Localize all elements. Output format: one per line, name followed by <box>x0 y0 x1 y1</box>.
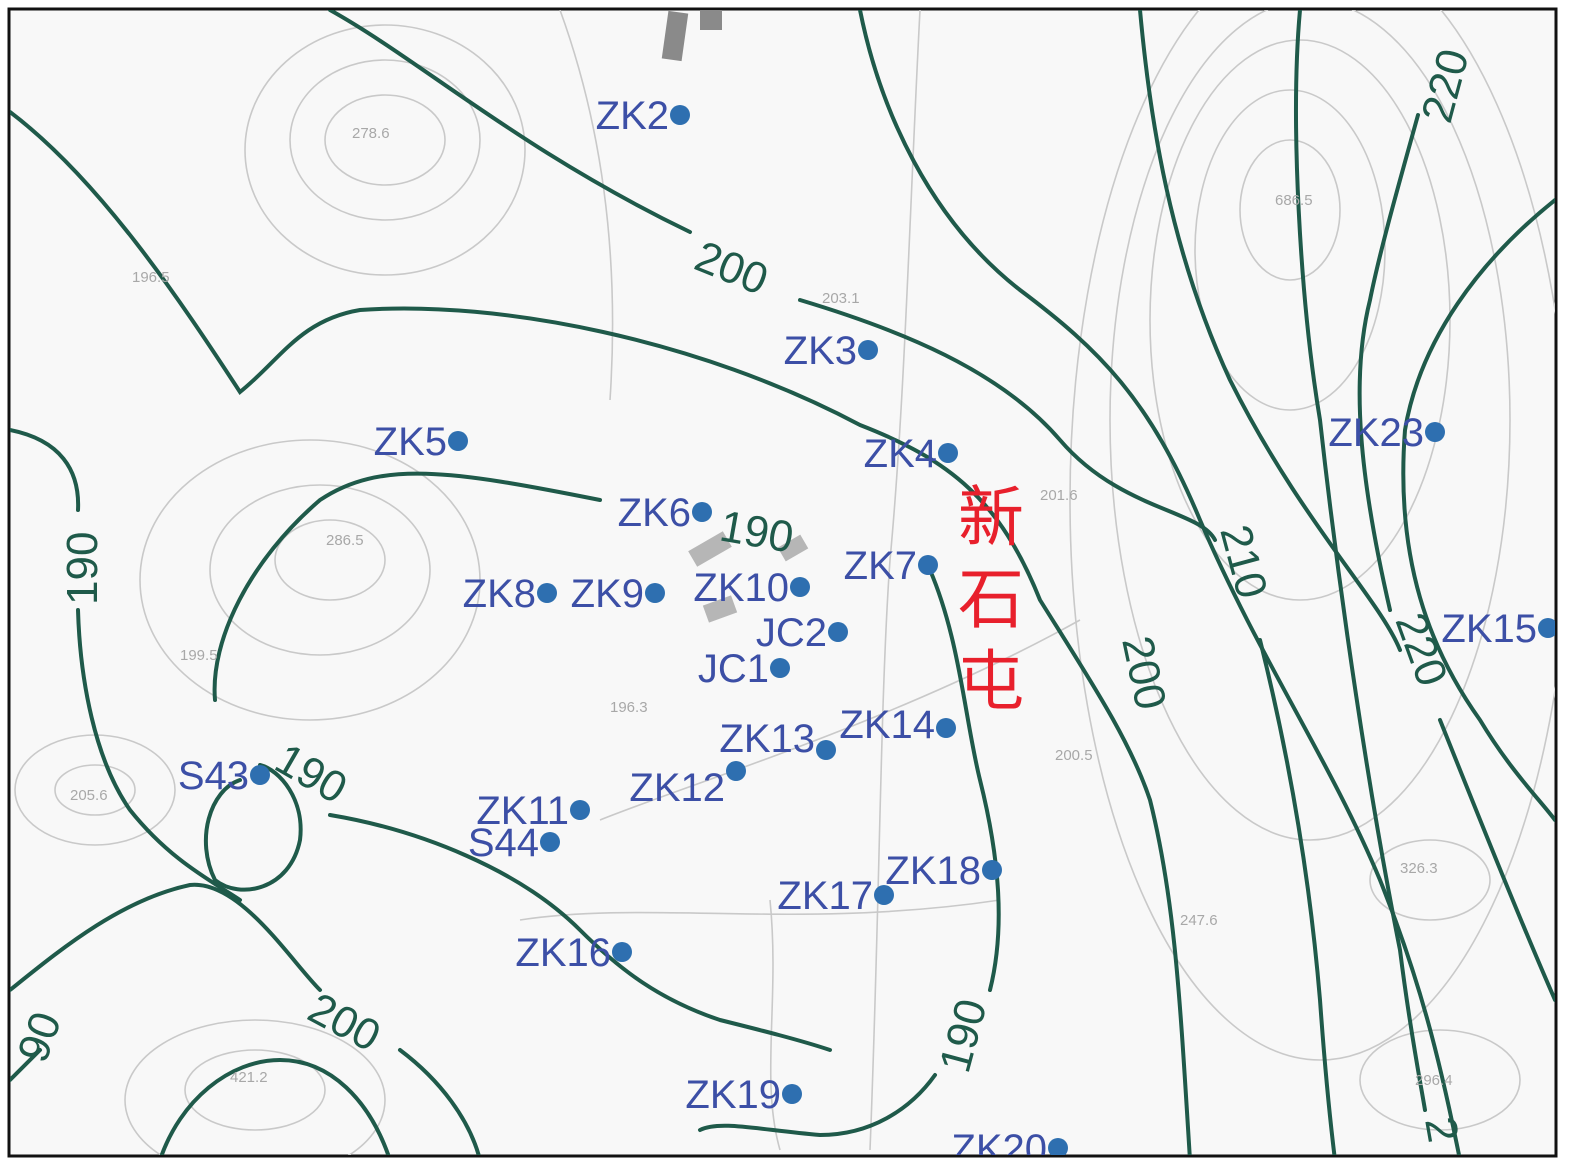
borehole-marker-icon[interactable] <box>874 885 894 905</box>
place-name: 新 石 屯 <box>958 479 1024 720</box>
borehole-marker-icon[interactable] <box>936 718 956 738</box>
borehole-zk8[interactable]: ZK8 <box>463 572 557 616</box>
borehole-zk9[interactable]: ZK9 <box>571 572 665 616</box>
elevation-labels: 278.6 203.1 196.5 286.5 199.5 196.3 201.… <box>70 125 1453 1089</box>
borehole-marker-icon[interactable] <box>918 555 938 575</box>
borehole-zk23[interactable]: ZK23 <box>1328 411 1445 455</box>
borehole-marker-icon[interactable] <box>645 583 665 603</box>
borehole-label: ZK11 <box>476 789 569 833</box>
borehole-label: ZK3 <box>784 329 857 373</box>
borehole-marker-icon[interactable] <box>770 658 790 678</box>
borehole-marker-icon[interactable] <box>1048 1138 1068 1158</box>
borehole-zk16[interactable]: ZK16 <box>515 931 632 975</box>
borehole-jc1[interactable]: JC1 <box>698 647 790 691</box>
borehole-zk20[interactable]: ZK20 <box>951 1127 1068 1169</box>
place-name-char: 屯 <box>958 643 1024 720</box>
borehole-marker-icon[interactable] <box>982 860 1002 880</box>
elevation-label: 203.1 <box>822 290 860 307</box>
elevation-label: 201.6 <box>1040 487 1078 504</box>
borehole-label: ZK14 <box>839 703 935 747</box>
borehole-label: ZK4 <box>864 432 937 476</box>
borehole-marker-icon[interactable] <box>1425 422 1445 442</box>
elevation-label: 421.2 <box>230 1069 268 1086</box>
borehole-zk11[interactable]: ZK11 <box>476 789 590 833</box>
borehole-marker-icon[interactable] <box>790 577 810 597</box>
elevation-label: 205.6 <box>70 787 108 804</box>
borehole-label: ZK13 <box>719 717 815 761</box>
borehole-label: ZK5 <box>374 420 447 464</box>
borehole-marker-icon[interactable] <box>782 1084 802 1104</box>
borehole-s43[interactable]: S43 <box>178 754 270 798</box>
elevation-label: 286.5 <box>326 532 364 549</box>
borehole-marker-icon[interactable] <box>938 443 958 463</box>
elevation-label: 296.4 <box>1415 1072 1453 1089</box>
borehole-label: JC1 <box>698 647 769 691</box>
borehole-label: S44 <box>468 821 539 865</box>
elevation-label: 200.5 <box>1055 747 1093 764</box>
borehole-label: ZK18 <box>885 849 981 893</box>
map-symbols <box>661 10 809 623</box>
borehole-zk17[interactable]: ZK17 <box>777 874 894 918</box>
borehole-zk13[interactable]: ZK13 <box>719 717 836 761</box>
place-name-char: 石 <box>958 561 1024 638</box>
elevation-label: 686.5 <box>1275 192 1313 209</box>
borehole-marker-icon[interactable] <box>537 583 557 603</box>
borehole-marker-icon[interactable] <box>858 340 878 360</box>
borehole-marker-icon[interactable] <box>670 105 690 125</box>
elevation-label: 199.5 <box>180 647 218 664</box>
borehole-marker-icon[interactable] <box>692 502 712 522</box>
borehole-zk3[interactable]: ZK3 <box>784 329 878 373</box>
borehole-label: ZK16 <box>515 931 611 975</box>
borehole-marker-icon[interactable] <box>1538 618 1558 638</box>
borehole-zk15[interactable]: ZK15 <box>1441 607 1558 651</box>
elevation-label: 196.5 <box>132 269 170 286</box>
borehole-marker-icon[interactable] <box>570 800 590 820</box>
borehole-label: ZK7 <box>844 544 917 588</box>
borehole-zk2[interactable]: ZK2 <box>596 94 690 138</box>
index-contours <box>10 10 1555 1155</box>
borehole-zk14[interactable]: ZK14 <box>839 703 956 747</box>
elevation-label: 247.6 <box>1180 912 1218 929</box>
topographic-contours <box>14 10 1555 1155</box>
borehole-s44[interactable]: S44 <box>468 821 560 865</box>
borehole-zk19[interactable]: ZK19 <box>685 1073 802 1117</box>
borehole-label: ZK23 <box>1328 411 1424 455</box>
elevation-label: 278.6 <box>352 125 390 142</box>
borehole-zk7[interactable]: ZK7 <box>844 544 938 588</box>
borehole-marker-icon[interactable] <box>448 431 468 451</box>
borehole-zk10[interactable]: ZK10 <box>693 566 810 610</box>
borehole-label: ZK17 <box>777 874 873 918</box>
borehole-label: JC2 <box>756 611 827 655</box>
place-name-char: 新 <box>958 479 1024 556</box>
borehole-zk12[interactable]: ZK12 <box>629 761 746 810</box>
borehole-zk5[interactable]: ZK5 <box>374 420 468 464</box>
contour-label: 190 <box>58 532 107 605</box>
borehole-zk4[interactable]: ZK4 <box>864 432 958 476</box>
borehole-marker-icon[interactable] <box>816 740 836 760</box>
borehole-zk18[interactable]: ZK18 <box>885 849 1002 893</box>
borehole-marker-icon[interactable] <box>612 942 632 962</box>
borehole-marker-icon[interactable] <box>726 761 746 781</box>
borehole-label: ZK12 <box>629 766 725 810</box>
borehole-label: ZK19 <box>685 1073 781 1117</box>
borehole-marker-icon[interactable] <box>540 832 560 852</box>
borehole-label: ZK2 <box>596 94 669 138</box>
borehole-label: ZK15 <box>1441 607 1537 651</box>
borehole-marker-icon[interactable] <box>828 622 848 642</box>
borehole-label: ZK8 <box>463 572 536 616</box>
borehole-label: ZK6 <box>618 491 691 535</box>
borehole-marker-icon[interactable] <box>250 765 270 785</box>
borehole-label: ZK20 <box>951 1127 1047 1169</box>
elevation-label: 326.3 <box>1400 860 1438 877</box>
elevation-label: 196.3 <box>610 699 648 716</box>
borehole-zk6[interactable]: ZK6 <box>618 491 712 535</box>
borehole-label: S43 <box>178 754 249 798</box>
borehole-label: ZK9 <box>571 572 644 616</box>
borehole-label: ZK10 <box>693 566 789 610</box>
borehole-jc2[interactable]: JC2 <box>756 611 848 655</box>
